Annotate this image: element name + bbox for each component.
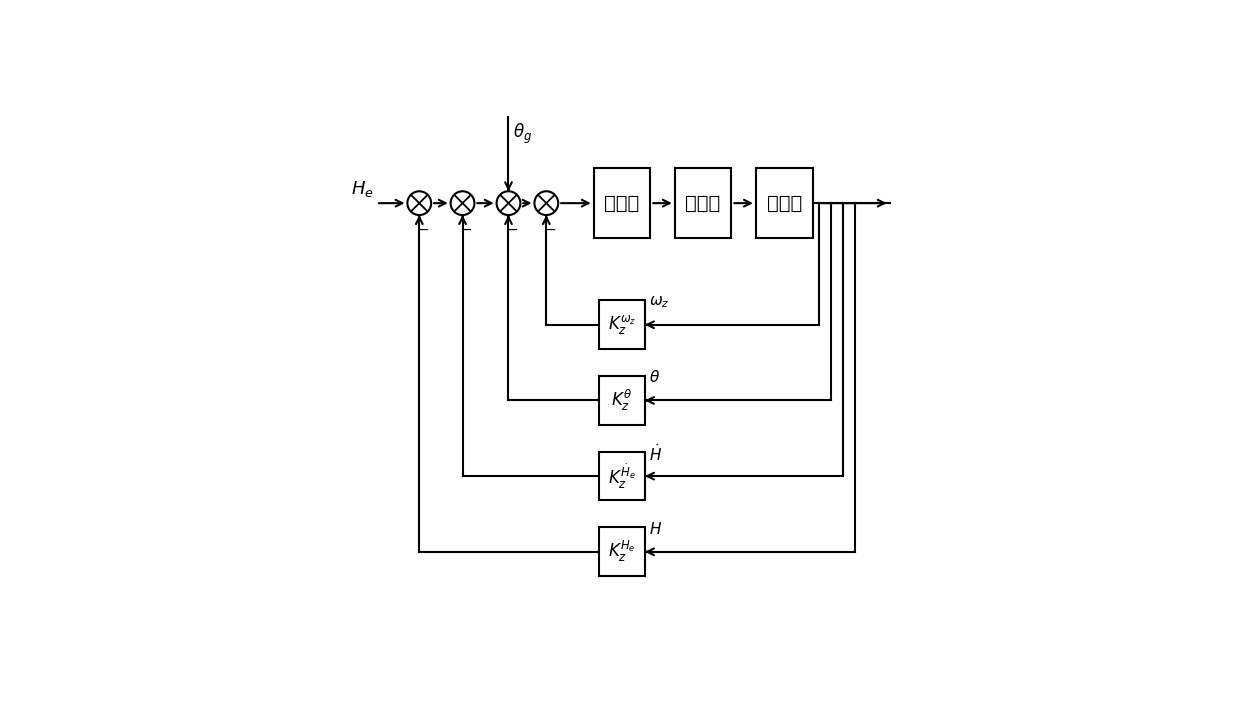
Text: $K_z^{\theta}$: $K_z^{\theta}$	[611, 388, 632, 413]
Bar	[594, 168, 650, 238]
Bar	[599, 452, 645, 501]
Text: $-$: $-$	[417, 222, 429, 236]
Text: $\omega_z$: $\omega_z$	[650, 294, 670, 310]
Text: $H_e$: $H_e$	[351, 179, 373, 199]
Circle shape	[408, 191, 432, 215]
Bar	[675, 168, 732, 238]
Text: 无人机: 无人机	[766, 194, 802, 213]
Text: $\theta$: $\theta$	[650, 369, 661, 385]
Text: $K_z^{\omega_z}$: $K_z^{\omega_z}$	[608, 313, 636, 336]
Bar	[599, 376, 645, 425]
Text: $\theta_g$: $\theta_g$	[513, 122, 532, 146]
Text: $K_z^{H_e}$: $K_z^{H_e}$	[609, 539, 636, 564]
Text: $-$: $-$	[506, 222, 518, 236]
Circle shape	[534, 191, 558, 215]
Circle shape	[450, 191, 475, 215]
Bar	[755, 168, 812, 238]
Text: 舵回路: 舵回路	[604, 194, 640, 213]
Text: $K_z^{\dot{H}_e}$: $K_z^{\dot{H}_e}$	[608, 461, 636, 491]
Text: $-$: $-$	[460, 222, 472, 236]
Text: $H$: $H$	[650, 521, 662, 537]
Text: $-$: $-$	[544, 222, 556, 236]
Text: $\dot{H}$: $\dot{H}$	[650, 443, 662, 463]
Bar	[599, 300, 645, 349]
Circle shape	[496, 191, 521, 215]
Text: 升降舵: 升降舵	[686, 194, 720, 213]
Bar	[599, 527, 645, 576]
